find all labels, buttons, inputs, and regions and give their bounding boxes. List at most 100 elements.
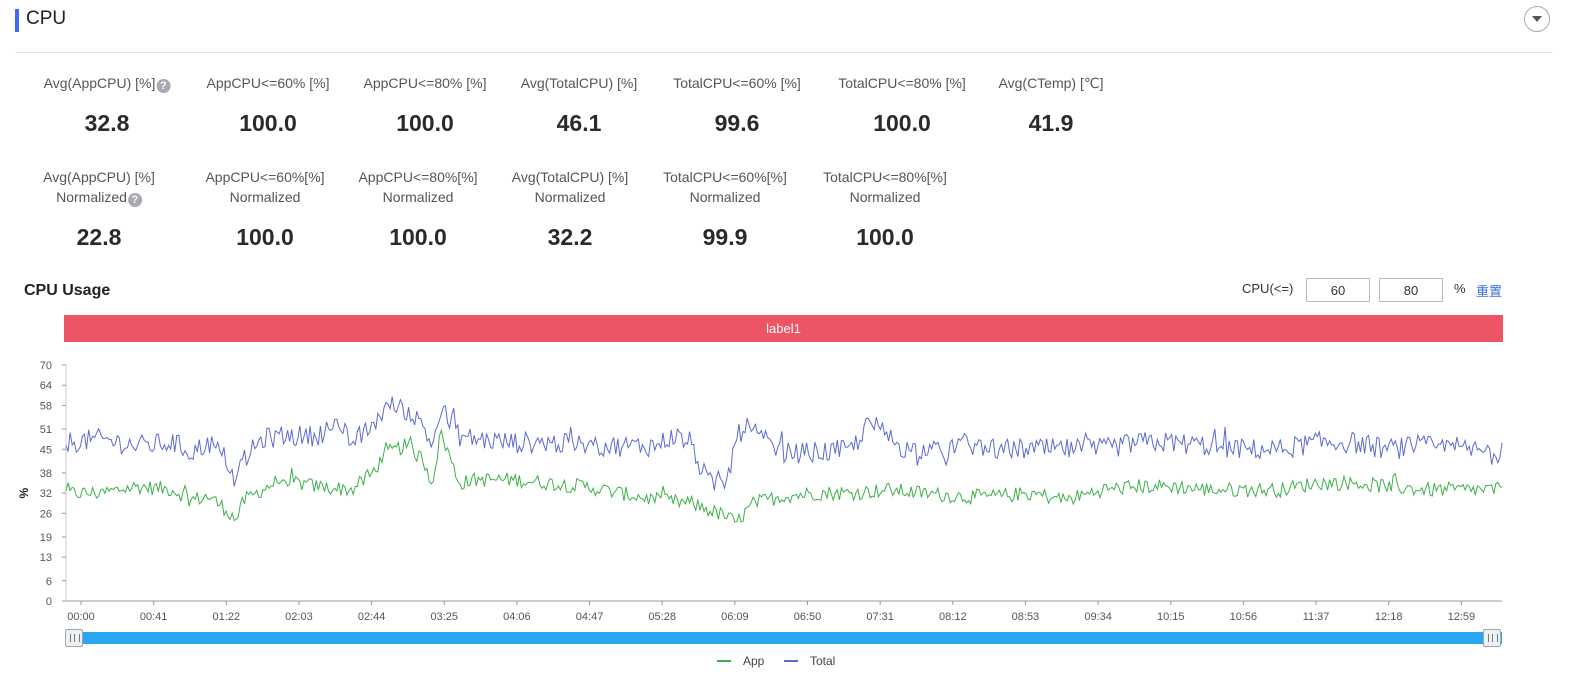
stat-label-text: Avg(TotalCPU) [%] xyxy=(511,169,629,185)
zoom-slider-track[interactable] xyxy=(66,632,1502,644)
stat-label2-text: Normalized xyxy=(56,189,127,205)
x-tick-label: 06:50 xyxy=(794,611,822,623)
stat-label2-text: Normalized xyxy=(689,189,761,205)
stat-card: Avg(CTemp) [℃] 41.9 xyxy=(998,73,1104,136)
x-tick-label: 06:09 xyxy=(721,611,749,623)
stat-label: TotalCPU<=80%[%] xyxy=(823,167,947,187)
help-icon[interactable]: ? xyxy=(156,79,171,93)
stat-label2-text: Normalized xyxy=(534,189,606,205)
stat-label: AppCPU<=60%[%] xyxy=(205,167,324,187)
stat-value: 100.0 xyxy=(856,224,914,250)
x-tick-label: 04:47 xyxy=(576,611,604,623)
stat-value: 100.0 xyxy=(396,110,454,136)
stat-label-text: Avg(TotalCPU) [%] xyxy=(520,75,638,91)
x-tick-label: 12:18 xyxy=(1375,611,1403,623)
x-tick-label: 05:28 xyxy=(648,611,676,623)
stat-label-normalized: Normalized xyxy=(358,187,477,207)
reset-link[interactable]: 重置 xyxy=(1476,284,1503,299)
series-line-total xyxy=(65,396,1503,491)
y-tick-label: 51 xyxy=(40,424,52,436)
stat-card: AppCPU<=80% [%] 100.0 xyxy=(364,73,487,136)
threshold-label: CPU(<=) xyxy=(1242,281,1294,296)
stat-value: 22.8 xyxy=(76,224,122,250)
legend-label-app: App xyxy=(743,654,765,668)
stat-label: TotalCPU<=80% [%] xyxy=(838,73,966,93)
cpu-usage-chart: 0 6 13 19 26 32 38 45 51 58 64 70% 00:00 00:41 01:22 02… xyxy=(17,360,1503,623)
help-icon[interactable]: ? xyxy=(127,193,142,207)
y-tick-label: 38 xyxy=(40,468,52,480)
stat-label-normalized: Normalized xyxy=(512,187,628,207)
stat-card: AppCPU<=60%[%] Normalized 100.0 xyxy=(205,167,324,250)
stat-card: TotalCPU<=60% [%] 99.6 xyxy=(673,73,801,136)
x-tick-label: 00:41 xyxy=(140,611,168,623)
legend-swatch-app xyxy=(717,660,731,662)
stat-label-text: Avg(AppCPU) [%] xyxy=(43,169,155,185)
stat-label: TotalCPU<=60% [%] xyxy=(673,73,801,93)
threshold-80-input[interactable] xyxy=(1379,278,1443,302)
zoom-handle-left[interactable] xyxy=(65,629,83,647)
legend-item-app[interactable]: App xyxy=(717,654,764,668)
stat-value: 100.0 xyxy=(873,110,931,136)
percent-unit: % xyxy=(1454,281,1466,296)
y-tick-label: 13 xyxy=(40,552,52,564)
stat-label2-text: Normalized xyxy=(229,189,301,205)
y-tick-label: 32 xyxy=(40,488,52,500)
stat-label-text: AppCPU<=60%[%] xyxy=(205,169,325,185)
stat-value: 32.8 xyxy=(84,110,130,136)
stat-label: Avg(TotalCPU) [%] xyxy=(512,167,628,187)
y-tick-label: 70 xyxy=(40,360,52,372)
series-line-app xyxy=(65,428,1503,523)
legend-item-total[interactable]: Total xyxy=(784,654,835,668)
x-tick-label: 08:12 xyxy=(939,611,967,623)
section-header: CPU xyxy=(15,6,1553,53)
stat-card: AppCPU<=60% [%] 100.0 xyxy=(207,73,330,136)
stat-value: 41.9 xyxy=(1028,110,1074,136)
stat-label2-text: Normalized xyxy=(382,189,454,205)
legend-swatch-total xyxy=(784,660,798,662)
y-tick-label: 64 xyxy=(40,380,52,392)
stat-label-normalized: Normalized? xyxy=(43,187,155,207)
stat-label: AppCPU<=60% [%] xyxy=(207,73,330,93)
x-tick-label: 02:44 xyxy=(358,611,386,623)
y-tick-label: 0 xyxy=(46,596,52,608)
stat-label2-text: Normalized xyxy=(849,189,921,205)
x-tick-label: 03:25 xyxy=(430,611,458,623)
stat-label: Avg(AppCPU) [%]? xyxy=(44,73,171,93)
x-tick-label: 10:15 xyxy=(1157,611,1185,623)
y-tick-label: 19 xyxy=(40,532,52,544)
stat-value: 99.9 xyxy=(702,224,748,250)
x-tick-label: 09:34 xyxy=(1084,611,1112,623)
x-tick-label: 00:00 xyxy=(67,611,95,623)
zoom-handle-right[interactable] xyxy=(1483,629,1501,647)
y-tick-label: 26 xyxy=(40,508,52,520)
stat-label-normalized: Normalized xyxy=(663,187,787,207)
stat-label: Avg(TotalCPU) [%] xyxy=(521,73,637,93)
label-band: label1 xyxy=(64,315,1503,342)
stat-value: 100.0 xyxy=(236,224,294,250)
page-title: CPU xyxy=(26,8,67,29)
stat-label: TotalCPU<=60%[%] xyxy=(663,167,787,187)
stat-card: TotalCPU<=60%[%] Normalized 99.9 xyxy=(663,167,787,250)
stat-card: TotalCPU<=80% [%] 100.0 xyxy=(838,73,966,136)
stat-value: 32.2 xyxy=(547,224,593,250)
stat-card: AppCPU<=80%[%] Normalized 100.0 xyxy=(358,167,477,250)
stat-label-text: AppCPU<=80% [%] xyxy=(363,75,487,91)
stat-label-text: TotalCPU<=60% [%] xyxy=(673,75,801,91)
x-tick-label: 04:06 xyxy=(503,611,531,623)
stat-label: AppCPU<=80% [%] xyxy=(364,73,487,93)
stat-label-text: Avg(CTemp) [℃] xyxy=(998,75,1104,91)
x-tick-label: 01:22 xyxy=(213,611,241,623)
x-tick-label: 11:37 xyxy=(1303,611,1330,623)
stat-card: Avg(TotalCPU) [%] Normalized 32.2 xyxy=(512,167,628,250)
stat-value: 46.1 xyxy=(556,110,602,136)
chevron-down-icon xyxy=(1532,16,1542,22)
stat-label-text: AppCPU<=80%[%] xyxy=(358,169,478,185)
stat-label: AppCPU<=80%[%] xyxy=(358,167,477,187)
stat-value: 99.6 xyxy=(714,110,760,136)
y-axis-label: % xyxy=(17,487,31,498)
grip-icon xyxy=(70,634,80,642)
stat-label-text: TotalCPU<=80%[%] xyxy=(823,169,947,185)
collapse-button[interactable] xyxy=(1524,6,1550,32)
threshold-60-input[interactable] xyxy=(1306,278,1370,302)
y-tick-label: 45 xyxy=(40,444,52,456)
